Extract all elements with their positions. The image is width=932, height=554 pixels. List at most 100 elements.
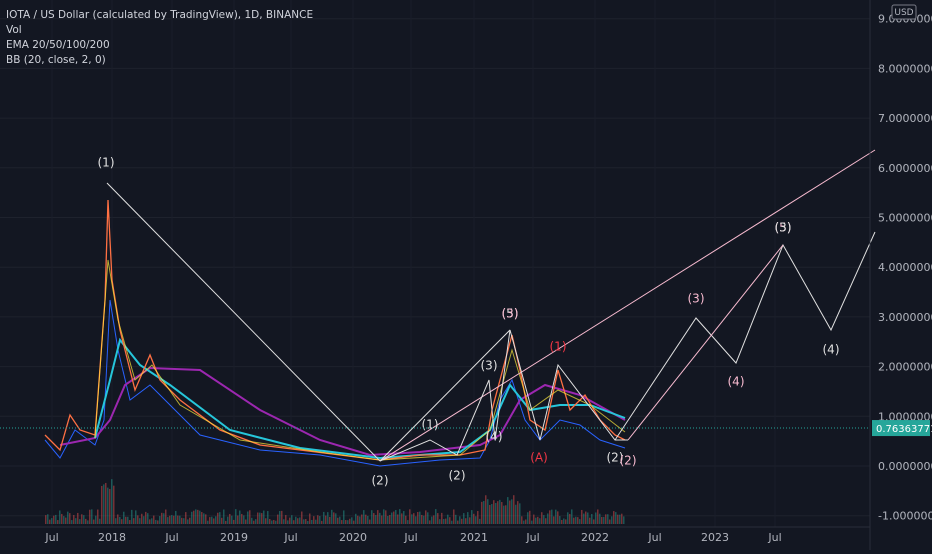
volume-bar xyxy=(397,514,399,524)
volume-bar xyxy=(173,515,175,524)
volume-bar xyxy=(191,511,193,524)
volume-bar xyxy=(163,513,165,524)
volume-bar xyxy=(221,517,223,524)
volume-bar xyxy=(547,513,549,524)
grid xyxy=(0,18,870,517)
wave-label: (4) xyxy=(823,343,840,357)
volume-bar xyxy=(515,504,517,524)
volume-bar xyxy=(623,516,625,524)
volume-bar xyxy=(223,509,225,524)
wave-label: (2) xyxy=(607,451,624,465)
volume-bar xyxy=(553,516,555,524)
volume-bar xyxy=(121,519,123,524)
wave-label: (2) xyxy=(372,474,389,488)
volume-bar xyxy=(497,501,499,524)
volume-bar xyxy=(179,515,181,524)
wave-label: (4) xyxy=(728,375,745,389)
time-tick-label: 2020 xyxy=(339,531,367,544)
volume-bar xyxy=(85,518,87,524)
volume-bar xyxy=(429,520,431,524)
volume-bar xyxy=(235,509,237,524)
volume-bar xyxy=(597,509,599,524)
volume-bar xyxy=(111,479,113,524)
indicator: BB (20, close, 2, 0) xyxy=(6,54,106,66)
volume-bar xyxy=(449,517,451,524)
time-tick-label: 2019 xyxy=(220,531,248,544)
volume-bar xyxy=(437,513,439,524)
volume-bar xyxy=(507,497,509,524)
volume-bar xyxy=(233,519,235,524)
volume-bar xyxy=(409,509,411,524)
price-tick-label: 7.00000000 xyxy=(878,112,932,125)
volume-bar xyxy=(273,520,275,524)
volume-bar xyxy=(93,519,95,524)
volume-bar xyxy=(563,518,565,524)
volume-bar xyxy=(323,511,325,524)
volume-bar xyxy=(619,514,621,524)
price-tick-label: 5.00000000 xyxy=(878,212,932,225)
volume-bar xyxy=(575,516,577,524)
volume-bar xyxy=(219,512,221,524)
volume-bar xyxy=(245,519,247,524)
volume-bar xyxy=(471,510,473,524)
volume-bar xyxy=(207,520,209,524)
volume-bar xyxy=(275,520,277,524)
volume-bar xyxy=(621,513,623,524)
volume-bar xyxy=(405,515,407,524)
volume-bar xyxy=(109,488,111,524)
volume-bar xyxy=(285,515,287,524)
volume-bar xyxy=(293,520,295,524)
volume-bar xyxy=(241,513,243,524)
volume-bar xyxy=(315,519,317,524)
volume-bar xyxy=(545,518,547,524)
volume-bar xyxy=(607,514,609,524)
wave-label: (3) xyxy=(481,359,498,373)
volume-bar xyxy=(613,511,615,524)
price-tick-label: -1.00000000 xyxy=(878,510,932,523)
volume-bar xyxy=(519,503,521,524)
time-tick-label: Jul xyxy=(647,531,661,544)
volume-bar xyxy=(281,510,283,524)
volume-bar xyxy=(45,515,47,524)
volume-bar xyxy=(225,520,227,524)
volume-bar xyxy=(269,518,271,524)
wave-label: (5) xyxy=(775,221,792,235)
volume-bar xyxy=(153,515,155,524)
volume-bar xyxy=(73,515,75,524)
volume-bar xyxy=(145,511,147,524)
wave-label: (A) xyxy=(530,451,548,465)
volume-bar xyxy=(407,520,409,524)
volume-bar xyxy=(363,510,365,524)
volume-bar xyxy=(55,514,57,524)
volume-bar xyxy=(59,510,61,524)
volume-bar xyxy=(583,513,585,524)
price-tick-label: 2.00000000 xyxy=(878,361,932,374)
volume-bar xyxy=(247,511,249,524)
volume-bar xyxy=(289,517,291,524)
volume-bar xyxy=(421,514,423,524)
volume-bar xyxy=(259,512,261,524)
volume-bar xyxy=(509,500,511,524)
volume-bar xyxy=(565,519,567,524)
volume-bar xyxy=(459,516,461,524)
volume-bar xyxy=(65,517,67,524)
ema-200 xyxy=(59,366,626,457)
volume-bar xyxy=(589,517,591,524)
volume-bar xyxy=(79,519,81,524)
volume-bar xyxy=(217,512,219,524)
volume-bar xyxy=(325,515,327,524)
volume-bar xyxy=(361,514,363,524)
volume-bar xyxy=(155,519,157,524)
indicator: EMA 20/50/100/200 xyxy=(6,39,110,51)
volume-bar xyxy=(291,515,293,524)
volume-bar xyxy=(257,512,259,524)
current-price-label: 0.76363771 xyxy=(876,424,932,435)
volume-bar xyxy=(411,514,413,524)
volume-bar xyxy=(569,513,571,524)
volume-bar xyxy=(175,510,177,524)
wave-label: (5) xyxy=(502,307,519,321)
volume-bar xyxy=(399,509,401,524)
volume-bar xyxy=(89,509,91,524)
volume-bar xyxy=(227,516,229,524)
